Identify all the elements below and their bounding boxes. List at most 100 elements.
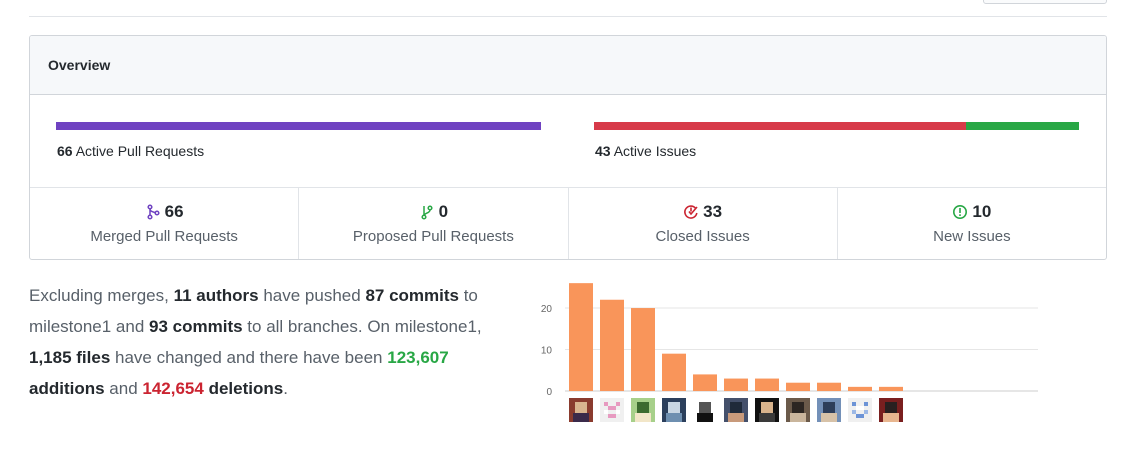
summary-text: Excluding merges, <box>29 286 174 305</box>
chart-bar[interactable] <box>817 382 841 391</box>
avatar-pixel <box>885 402 897 414</box>
avatar-pixel <box>792 402 804 414</box>
overview-stats: 66 Merged Pull Requests 0 Proposed Pull … <box>30 188 1106 259</box>
avatar-pixel <box>856 406 864 410</box>
summary-text: to milestone1 and <box>29 286 478 336</box>
avatar-pixel <box>728 413 744 422</box>
avatar-pixel <box>608 414 616 418</box>
avatar-pixel <box>697 413 713 422</box>
avatar-pixel <box>604 410 608 414</box>
avatar-pixel <box>864 410 868 414</box>
summary-text: and <box>104 379 143 398</box>
merged-pr-icon <box>147 204 160 220</box>
avatar-darth-vader-icon[interactable] <box>693 398 717 422</box>
avatar-pixel <box>790 413 806 422</box>
avatar-pixel <box>864 402 868 406</box>
overview-box: Overview 66 Active Pull Requests 43 Acti… <box>29 35 1107 260</box>
avatar-pixel <box>759 413 775 422</box>
additions-word: additions <box>29 379 105 398</box>
contributors-bar-chart: 0 10 20 <box>541 283 1038 422</box>
chart-bar[interactable] <box>631 308 655 391</box>
proposed-pull-requests-label: Proposed Pull Requests <box>352 228 514 245</box>
active-pull-requests-text: Active Pull Requests <box>75 143 205 159</box>
avatar-photo-icon[interactable] <box>786 398 810 422</box>
merged-pull-requests-count: 66 <box>164 202 184 221</box>
chart-bar[interactable] <box>848 386 872 391</box>
summary-text: have pushed <box>258 286 366 305</box>
avatar-pixel <box>852 410 856 414</box>
active-issues-label[interactable]: 43 Active Issues <box>595 143 696 159</box>
chart-y-tick-label: 20 <box>541 304 553 315</box>
new-issues-count: 10 <box>972 202 992 221</box>
new-issues-label: New Issues <box>933 228 1011 245</box>
avatar-photo-icon[interactable] <box>817 398 841 422</box>
summary-text: . <box>283 379 288 398</box>
avatar-photo-icon[interactable] <box>569 398 593 422</box>
period-selector-button[interactable] <box>983 0 1107 4</box>
new-issue-icon <box>953 205 968 219</box>
avatar-photo-icon[interactable] <box>631 398 655 422</box>
avatar-pixel <box>666 413 682 422</box>
avatar-pixel <box>637 402 649 414</box>
avatar-photo-icon[interactable] <box>662 398 686 422</box>
chart-bar[interactable] <box>569 283 593 391</box>
proposed-pull-requests-count: 0 <box>438 202 449 221</box>
deletions-word: deletions <box>208 379 284 398</box>
avatar-pixel <box>616 410 620 414</box>
authors-count: 11 authors <box>173 286 259 305</box>
chart-bar[interactable] <box>724 378 748 391</box>
avatar-pixel <box>699 402 711 414</box>
issues-bar[interactable] <box>594 122 1079 130</box>
summary-text: to all branches. On milestone1, <box>242 317 482 336</box>
all-commits-count: 93 commits <box>149 317 243 336</box>
avatar-photo-icon[interactable] <box>724 398 748 422</box>
avatar-pixel <box>604 402 608 406</box>
avatar-identicon-pink-icon[interactable] <box>600 398 624 422</box>
closed-issues-count: 33 <box>703 202 723 221</box>
chart-bar[interactable] <box>879 386 903 391</box>
proposed-pull-requests-stat[interactable]: 0 Proposed Pull Requests <box>299 188 569 259</box>
closed-issues-segment <box>594 122 966 130</box>
avatar-photo-icon[interactable] <box>755 398 779 422</box>
active-issues-text: Active Issues <box>613 143 697 159</box>
avatar-pixel <box>730 402 742 414</box>
avatar-pixel <box>852 402 856 406</box>
merged-pull-requests-stat[interactable]: 66 Merged Pull Requests <box>30 188 300 259</box>
avatar-photo-icon[interactable] <box>879 398 903 422</box>
avatar-pixel <box>761 402 773 414</box>
pull-requests-bar[interactable] <box>56 122 541 130</box>
avatar-identicon-blue-icon[interactable] <box>848 398 872 422</box>
chart-y-tick-label: 10 <box>541 346 553 357</box>
avatar-pixel <box>616 402 620 406</box>
active-pull-requests-label[interactable]: 66 Active Pull Requests <box>57 143 204 159</box>
chart-bar[interactable] <box>786 382 810 391</box>
chart-bar[interactable] <box>600 299 624 391</box>
overview-title: Overview <box>30 36 1106 95</box>
deletions-count: 142,654 <box>142 379 204 398</box>
closed-issues-stat[interactable]: 33 Closed Issues <box>569 188 838 259</box>
overview-bars: 66 Active Pull Requests 43 Active Issues <box>30 95 1106 188</box>
chart-bar[interactable] <box>693 374 717 391</box>
avatar-pixel <box>856 414 864 418</box>
new-issues-segment <box>966 122 1079 130</box>
new-issues-stat[interactable]: 10 New Issues <box>838 188 1106 259</box>
chart-bar[interactable] <box>662 353 686 391</box>
avatar-pixel <box>635 413 651 422</box>
commit-summary: Excluding merges, 11 authors have pushed… <box>29 280 519 404</box>
avatar-pixel <box>668 402 680 414</box>
files-changed-count: 1,185 files <box>29 348 111 367</box>
closed-issues-label: Closed Issues <box>655 228 750 245</box>
avatar-pixel <box>575 402 587 414</box>
avatar-pixel <box>608 406 616 410</box>
branch-commits-count: 87 commits <box>365 286 459 305</box>
active-issues-count: 43 <box>595 143 611 159</box>
top-context-strip <box>29 0 1107 17</box>
proposed-pr-icon <box>421 205 433 220</box>
chart-bar[interactable] <box>755 378 779 391</box>
avatar-pixel <box>883 413 899 422</box>
additions-count: 123,607 <box>387 348 449 367</box>
avatar-pixel <box>821 413 837 422</box>
avatar-pixel <box>573 413 589 422</box>
active-pull-requests-count: 66 <box>57 143 73 159</box>
merged-pull-requests-label: Merged Pull Requests <box>90 228 238 245</box>
